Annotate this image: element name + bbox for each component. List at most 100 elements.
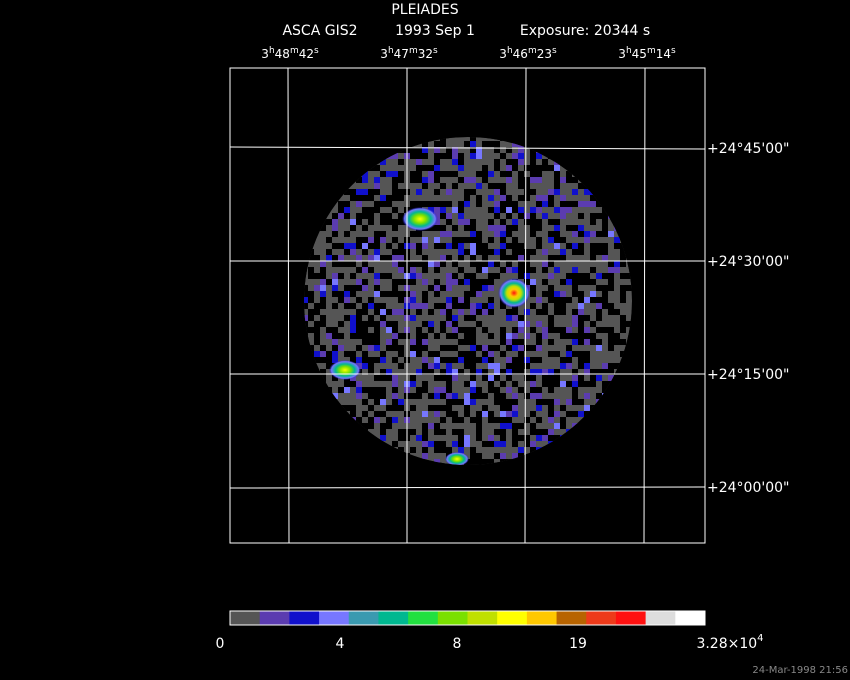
pixel [494,165,500,171]
pixel [542,333,548,339]
pixel [362,261,368,267]
pixel [494,147,500,153]
pixel [608,339,614,345]
pixel [560,207,566,213]
pixel [578,399,584,405]
pixel [446,255,452,261]
pixel [572,243,578,249]
pixel [380,351,386,357]
date: 1993 Sep 1 [395,23,475,39]
pixel [440,183,446,189]
pixel [548,291,554,297]
pixel [452,345,458,351]
pixel [548,297,554,303]
pixel [500,189,506,195]
pixel [422,177,428,183]
pixel [602,273,608,279]
pixel [632,279,638,285]
pixel [458,447,464,453]
pixel [500,399,506,405]
pixel [554,309,560,315]
pixel [434,225,440,231]
pixel [374,291,380,297]
pixel [440,153,446,159]
pixel [536,297,542,303]
pixel [446,219,452,225]
pixel [386,405,392,411]
pixel [482,393,488,399]
pixel [338,273,344,279]
pixel [524,393,530,399]
colorbar-label: 0 [216,636,225,652]
pixel [362,429,368,435]
pixel [548,153,554,159]
pixel [362,189,368,195]
pixel [452,417,458,423]
pixel [590,369,596,375]
colorbar-segment [437,611,468,625]
pixel [458,327,464,333]
pixel [458,153,464,159]
pixel [464,291,470,297]
pixel [542,249,548,255]
pixel [596,393,602,399]
pixel [518,357,524,363]
pixel [506,213,512,219]
pixel [596,339,602,345]
colorbar-segment [467,611,498,625]
pixel [518,321,524,327]
pixel [368,423,374,429]
pixel [338,345,344,351]
pixel [452,327,458,333]
pixel [512,363,518,369]
pixel [320,369,326,375]
pixel [416,345,422,351]
pixel [482,177,488,183]
pixel [548,201,554,207]
pixel [596,375,602,381]
pixel [446,279,452,285]
pixel [524,357,530,363]
pixel [476,303,482,309]
pixel [434,177,440,183]
pixel [512,393,518,399]
pixel [536,417,542,423]
pixel [374,303,380,309]
pixel [326,333,332,339]
pixel [446,309,452,315]
pixel [434,147,440,153]
pixel [344,303,350,309]
pixel [536,333,542,339]
unit: h [507,46,513,56]
pixel [548,351,554,357]
colorbar-label: 8 [453,636,462,652]
pixel [308,255,314,261]
pixel [590,255,596,261]
pixel [344,213,350,219]
ra-grid [287,67,646,544]
pixel [398,267,404,273]
pixel [356,387,362,393]
pixel [536,165,542,171]
pixel [476,309,482,315]
pixel [476,435,482,441]
pixel [476,195,482,201]
pixel [458,429,464,435]
pixel [314,303,320,309]
source [329,360,361,380]
pixel [554,327,560,333]
pixel [356,195,362,201]
pixel [554,303,560,309]
pixel [530,249,536,255]
unit: s [433,46,438,56]
pixel [578,243,584,249]
pixel [368,405,374,411]
pixel [374,387,380,393]
pixel [572,177,578,183]
pixel [530,453,536,459]
pixel [416,435,422,441]
pixel [512,429,518,435]
pixel [386,171,392,177]
pixel [596,405,602,411]
pixel [482,411,488,417]
